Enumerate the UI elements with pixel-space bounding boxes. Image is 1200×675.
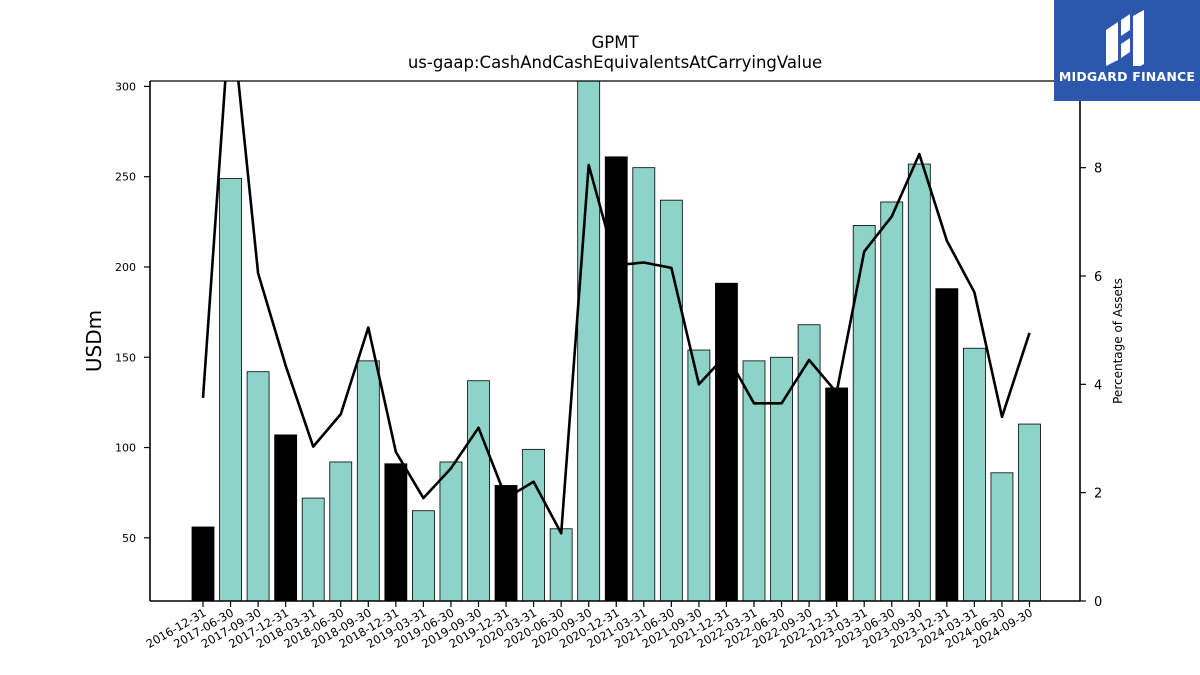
bar (411, 510, 435, 601)
bars (191, 81, 1041, 601)
bar (384, 463, 408, 601)
y-tick-label: 100 (115, 442, 136, 455)
bar (549, 528, 573, 601)
bar (494, 485, 518, 601)
bar (439, 461, 463, 601)
bar (274, 434, 298, 601)
percentage-line (201, 81, 1031, 535)
bar (246, 371, 270, 601)
y-axis-label: USDm (82, 310, 106, 372)
bar (935, 288, 959, 601)
y-tick-label: 200 (115, 261, 136, 274)
y2-axis-label: Percentage of Assets (1111, 278, 1125, 404)
bar (659, 199, 683, 601)
bar (522, 448, 545, 601)
y2-tick-label: 6 (1094, 270, 1102, 285)
y2-tick-label: 0 (1094, 595, 1102, 610)
midgard-m-logo-icon (1106, 10, 1144, 66)
logo-text: MIDGARD FINANCE (1058, 69, 1196, 84)
y-tick-label: 150 (115, 351, 136, 364)
bar (301, 497, 325, 601)
line-series (201, 81, 1031, 535)
bar (1018, 423, 1041, 601)
bar (687, 349, 711, 601)
bar (219, 178, 242, 601)
chart-title-group: GPMT us-gaap:CashAndCashEquivalentsAtCar… (408, 33, 822, 72)
bar (797, 324, 821, 601)
bar (990, 472, 1014, 601)
bar (715, 282, 738, 601)
y-tick-label: 50 (122, 532, 136, 545)
bar (356, 360, 380, 601)
bar (191, 526, 215, 601)
chart-subtitle: us-gaap:CashAndCashEquivalentsAtCarrying… (408, 53, 822, 72)
bar (880, 201, 904, 601)
logo: MIDGARD FINANCE (1054, 0, 1200, 101)
y2-tick-label: 2 (1094, 487, 1102, 502)
bar (825, 387, 849, 601)
y-tick-label: 250 (115, 171, 136, 184)
bar (907, 163, 931, 601)
bar (577, 81, 601, 601)
bar (329, 461, 353, 601)
bar (467, 380, 490, 601)
bar (770, 356, 793, 601)
bar (604, 156, 628, 601)
chart-title: GPMT (591, 33, 639, 52)
y2-tick-label: 4 (1094, 378, 1102, 393)
bar (963, 347, 986, 601)
bar (632, 167, 656, 601)
bar (852, 225, 876, 601)
y-tick-label: 300 (115, 80, 136, 93)
bar (742, 360, 766, 601)
y2-tick-label: 8 (1094, 162, 1102, 177)
